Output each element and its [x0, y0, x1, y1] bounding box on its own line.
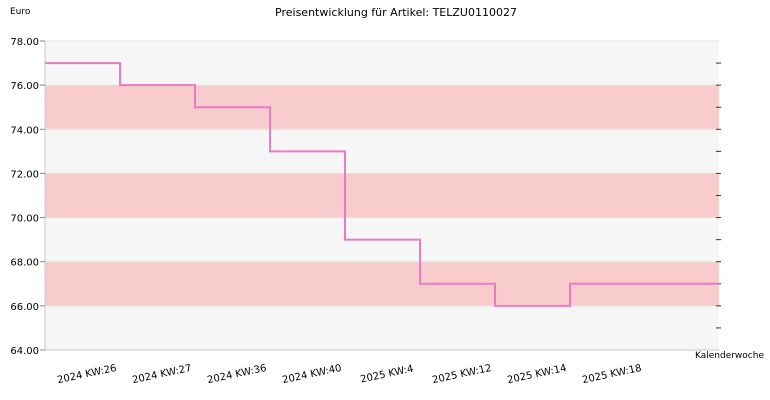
y-tick-label: 64.00	[10, 346, 39, 357]
y-tick-label: 66.00	[10, 302, 39, 313]
x-tick-label: 2025 KW:4	[359, 364, 414, 386]
x-tick-label: 2024 KW:27	[131, 363, 192, 386]
x-axis: 2024 KW:26 2024 KW:27 2024 KW:36 2024 KW:40…	[56, 363, 642, 386]
x-tick-label: 2024 KW:40	[281, 363, 342, 386]
price-step-line	[45, 62, 719, 307]
x-tick-label: 2024 KW:26	[56, 363, 117, 386]
plot-band	[45, 129, 719, 174]
plot-background	[44, 40, 719, 351]
chart-title: Preisentwicklung für Artikel: TELZU01100…	[275, 6, 517, 19]
y-tick-label: 70.00	[10, 214, 39, 225]
x-tick-label: 2024 KW:36	[206, 363, 267, 386]
x-tick-label: 2025 KW:18	[581, 363, 642, 386]
x-tick-label: 2025 KW:12	[431, 363, 492, 386]
y-tick-label: 72.00	[10, 169, 39, 180]
plot-band	[45, 85, 719, 130]
y-tick-label: 68.00	[10, 258, 39, 269]
y-tick-label: 78.00	[10, 37, 39, 48]
plot-band	[45, 41, 719, 86]
plot-band	[45, 173, 719, 218]
price-series	[45, 62, 719, 307]
x-tick-label: 2025 KW:14	[506, 363, 567, 386]
y-tick-label: 76.00	[10, 81, 39, 92]
y-tick-label: 74.00	[10, 125, 39, 136]
y-axis-label: Euro	[10, 7, 31, 17]
y-axis: 64.00 66.00 68.00 70.00 72.00 74.00 76.00 78.00	[10, 37, 45, 357]
plot-band	[45, 305, 719, 350]
x-axis-label: Kalenderwoche	[695, 351, 764, 361]
